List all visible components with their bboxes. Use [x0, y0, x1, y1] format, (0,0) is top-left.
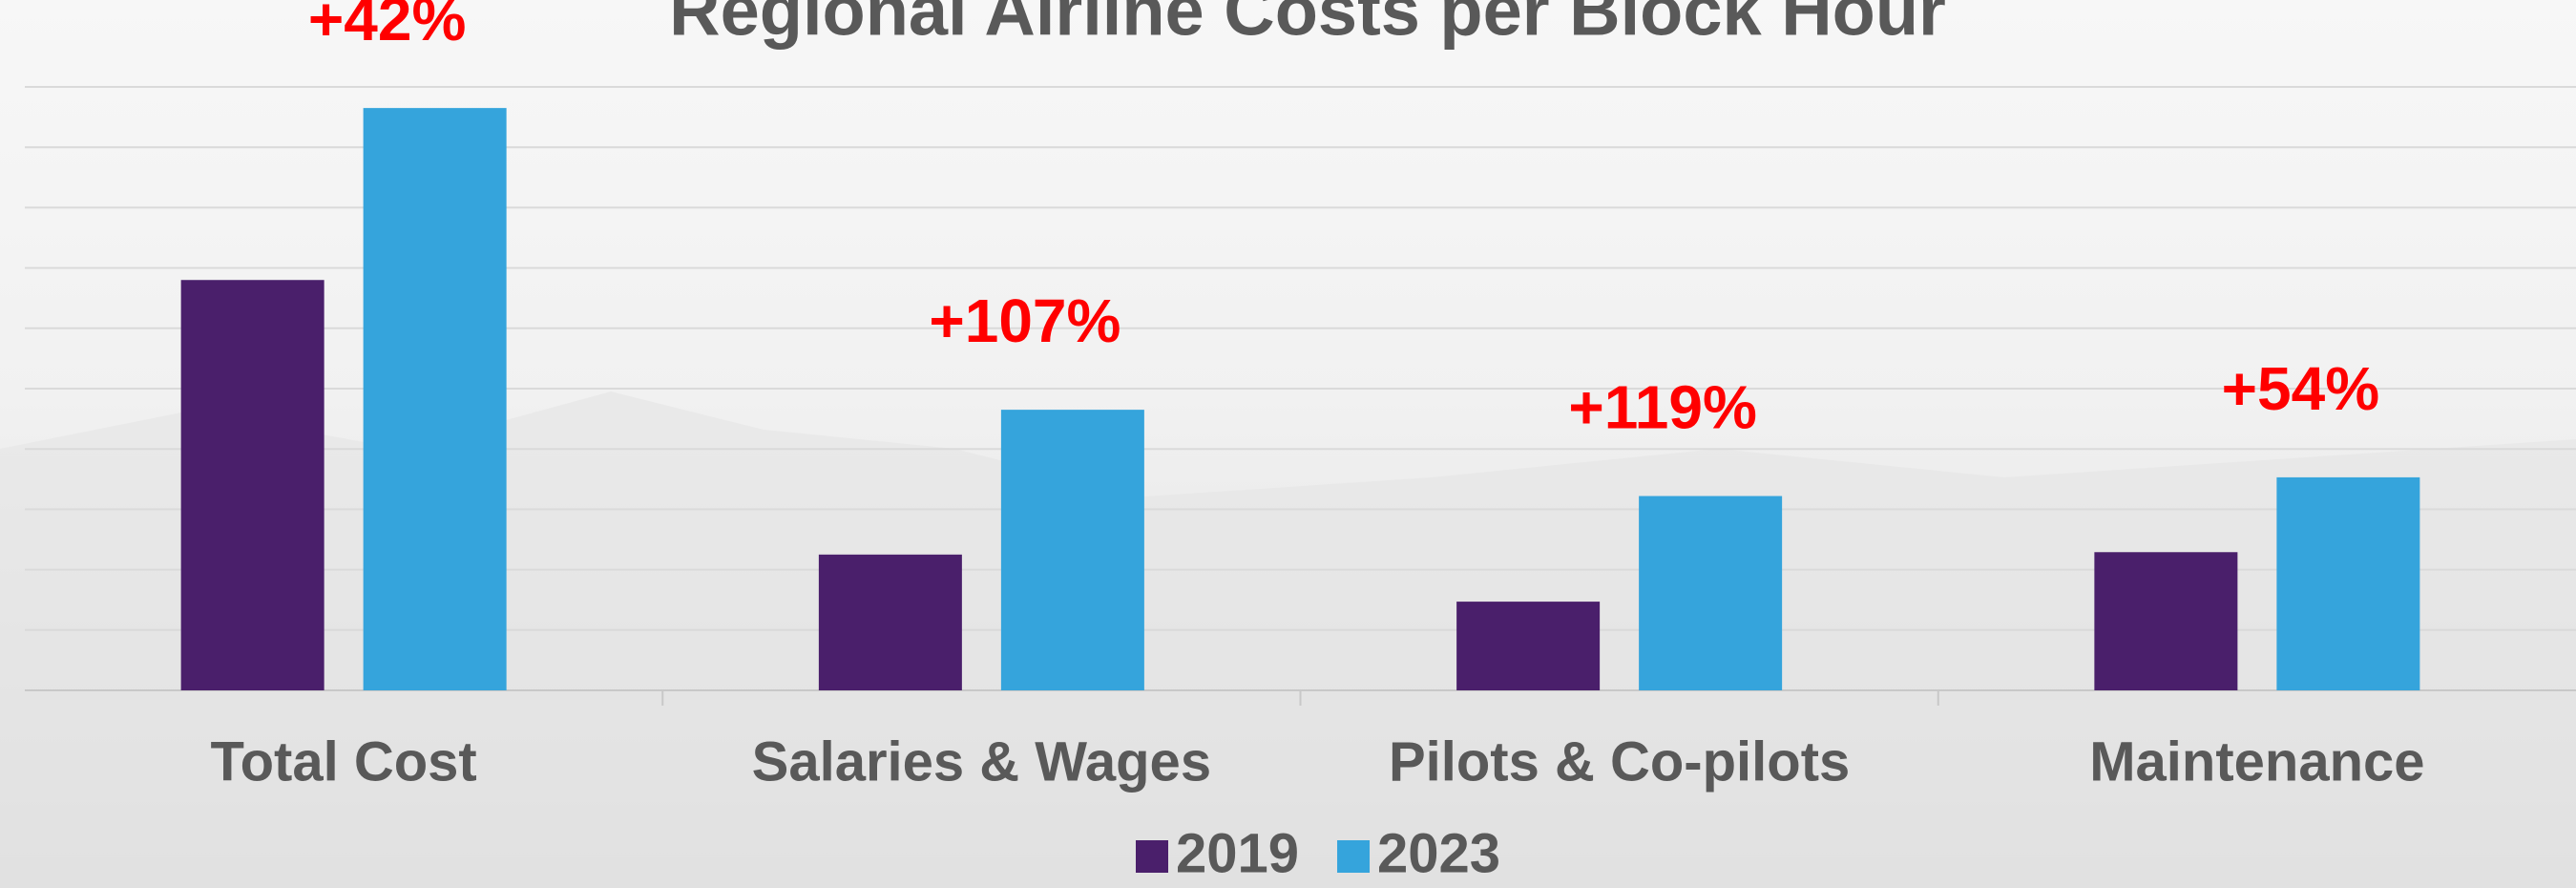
- annotation: +42%: [308, 0, 466, 53]
- x-tick-label: Pilots & Co-pilots: [1389, 730, 1850, 793]
- legend-label: 2019: [1176, 822, 1299, 884]
- x-tick-label: Salaries & Wages: [752, 730, 1211, 793]
- annotation: +54%: [2222, 354, 2379, 423]
- bar: [1639, 496, 1782, 690]
- bar: [1456, 602, 1600, 690]
- bar: [364, 108, 507, 690]
- bar: [2094, 552, 2237, 690]
- legend-swatch: [1337, 840, 1370, 873]
- bar: [819, 555, 962, 690]
- bar: [1001, 410, 1144, 690]
- legend-swatch: [1136, 840, 1168, 873]
- annotation: +119%: [1568, 372, 1757, 441]
- bar: [181, 280, 325, 690]
- legend-label: 2023: [1377, 822, 1500, 884]
- bar: [2276, 477, 2419, 690]
- x-tick-label: Total Cost: [211, 730, 477, 793]
- chart-title: Regional Airline Costs per Block Hour: [669, 0, 1946, 51]
- x-tick-label: Maintenance: [2089, 730, 2424, 793]
- annotation: +107%: [929, 286, 1120, 355]
- chart: Regional Airline Costs per Block Hour To…: [0, 0, 2576, 888]
